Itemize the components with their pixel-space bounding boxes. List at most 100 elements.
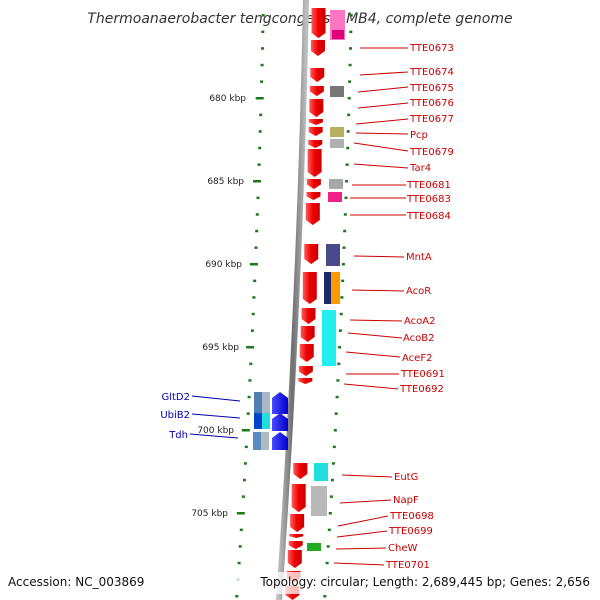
- scale-tick: [249, 362, 253, 366]
- gene-label[interactable]: CheW: [388, 543, 417, 554]
- scale-tick: [259, 113, 263, 117]
- scale-tick: [341, 263, 345, 266]
- gene-arrow-reverse: [272, 432, 288, 450]
- gene-label[interactable]: MntA: [406, 252, 432, 263]
- gene-arrow-forward: [306, 192, 321, 200]
- leader-line: [333, 562, 385, 566]
- scale-tick: [261, 47, 264, 50]
- leader-line: [345, 351, 401, 358]
- gene-label[interactable]: TTE0692: [399, 384, 444, 395]
- scale-tick: [337, 362, 341, 366]
- gene-label[interactable]: AcoB2: [403, 333, 435, 344]
- scale-tick: [326, 545, 330, 548]
- scale-tick: [338, 346, 342, 349]
- gene-label[interactable]: TTE0675: [409, 83, 454, 94]
- kbp-label: 690 kbp: [205, 260, 242, 270]
- right-gene-labels: TTE0673 TTE0674 TTE0675 TTE0676 TTE0677 …: [385, 43, 454, 571]
- scale-tick: [248, 379, 252, 382]
- gene-arrow-forward: [310, 40, 325, 56]
- scale-tick: [256, 196, 260, 200]
- scale-tick: [343, 229, 347, 233]
- kbp-label: 685 kbp: [207, 177, 244, 187]
- scale-tick: [325, 561, 329, 565]
- scale-tick: [349, 14, 353, 17]
- scale-tick: [258, 130, 262, 133]
- domain-box: [261, 432, 269, 450]
- gene-label[interactable]: TTE0684: [406, 211, 451, 222]
- domain-box: [254, 392, 262, 414]
- scale-tick: [346, 146, 350, 150]
- scale-tick: [255, 213, 259, 216]
- chromosome-backbone: [276, 0, 309, 600]
- scale-tick: [261, 14, 265, 17]
- gene-label[interactable]: AceF2: [402, 353, 432, 364]
- gene-arrow-reverse: [272, 413, 288, 431]
- kbp-label: 680 kbp: [209, 94, 246, 104]
- gene-label[interactable]: TTE0674: [409, 67, 454, 78]
- leader-line: [341, 474, 393, 478]
- gene-arrow-forward: [302, 272, 317, 304]
- domain-box: [314, 463, 328, 481]
- gene-label[interactable]: Tdh: [168, 430, 188, 441]
- leader-line: [335, 547, 387, 550]
- leader-line: [189, 433, 239, 439]
- gene-arrow-forward: [291, 484, 306, 512]
- gene-arrow-forward: [300, 326, 315, 342]
- scale-tick: [261, 30, 265, 34]
- gene-label[interactable]: TTE0676: [409, 98, 454, 109]
- footer-backdrop: [0, 572, 600, 594]
- domain-box: [311, 486, 327, 516]
- scale-tick: [244, 445, 248, 449]
- scale-tick: [347, 97, 351, 100]
- gene-label[interactable]: UbiB2: [160, 410, 190, 421]
- gene-arrow-forward: [288, 541, 303, 549]
- domain-box: [332, 30, 344, 39]
- scale-tick: [246, 412, 250, 415]
- scale-tick: [341, 279, 345, 283]
- scale-tick: [246, 346, 255, 349]
- leader-line: [337, 515, 389, 527]
- scale-tick: [237, 561, 241, 565]
- gene-label[interactable]: TTE0677: [409, 114, 454, 125]
- scale-tick: [252, 296, 256, 299]
- domain-box: [262, 413, 270, 429]
- scale-tick: [255, 229, 259, 233]
- gene-label[interactable]: EutG: [394, 472, 418, 483]
- reverse-strand-genes: [253, 392, 288, 450]
- kbp-label: 695 kbp: [202, 343, 239, 353]
- gene-arrow-forward: [301, 308, 316, 324]
- gene-label[interactable]: TTE0691: [400, 369, 445, 380]
- gene-label[interactable]: TTE0679: [409, 147, 454, 158]
- leader-line: [347, 332, 403, 339]
- gene-label[interactable]: TTE0673: [409, 43, 454, 54]
- gene-label[interactable]: TTE0699: [388, 526, 433, 537]
- gene-label[interactable]: TTE0698: [389, 511, 434, 522]
- scale-tick: [332, 445, 336, 449]
- gene-arrow-forward: [308, 140, 323, 148]
- gene-arrow-forward: [309, 86, 324, 96]
- scale-tick: [340, 296, 344, 299]
- kbp-label: 700 kbp: [197, 426, 234, 436]
- scale-tick: [338, 329, 342, 332]
- scale-tick: [345, 180, 349, 183]
- scale-tick: [333, 429, 337, 432]
- gene-label[interactable]: NapF: [393, 495, 419, 506]
- gene-label[interactable]: Tar4: [409, 163, 431, 174]
- gene-arrow-forward: [306, 179, 321, 189]
- kbp-label: 705 kbp: [191, 509, 228, 519]
- gene-label[interactable]: TTE0701: [385, 560, 430, 571]
- leader-lines: [189, 47, 409, 566]
- leader-line: [359, 71, 409, 76]
- scale-tick: [255, 97, 264, 100]
- gene-label[interactable]: TTE0683: [406, 194, 451, 205]
- gene-label[interactable]: Pcp: [410, 130, 428, 141]
- gene-label[interactable]: AcoA2: [404, 316, 435, 327]
- scale-tick: [331, 462, 335, 465]
- gene-label[interactable]: AcoR: [406, 286, 431, 297]
- gene-label[interactable]: TTE0681: [406, 180, 451, 191]
- leader-line: [353, 163, 409, 169]
- scale-tick: [348, 80, 352, 83]
- leader-line: [191, 395, 241, 402]
- gene-label[interactable]: GltD2: [161, 392, 190, 403]
